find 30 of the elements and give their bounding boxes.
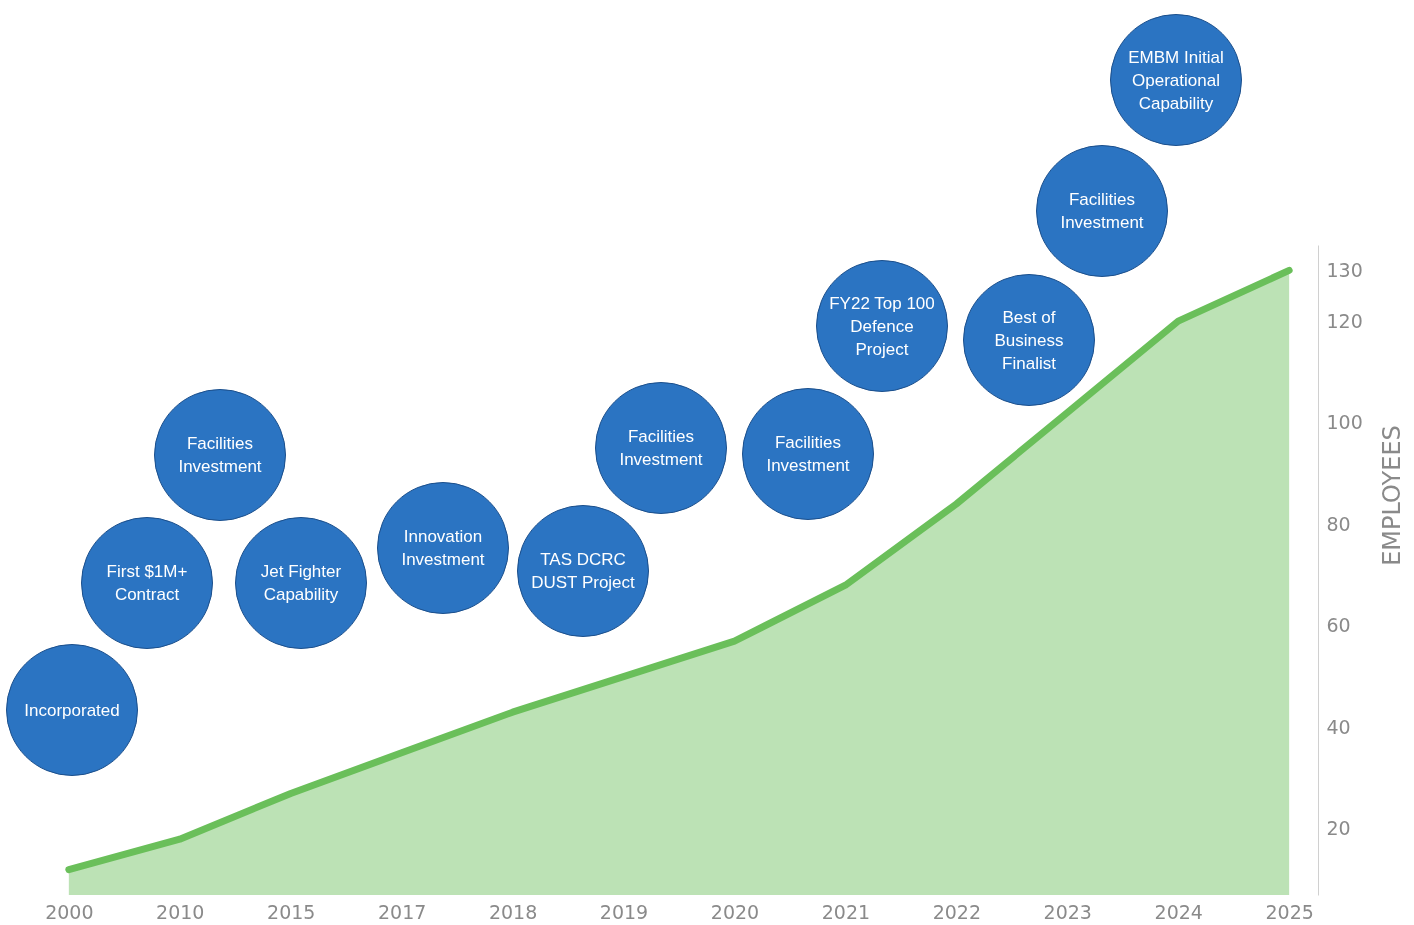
x-tick-label: 2024 [1154, 900, 1203, 923]
y-tick-label: 20 [1326, 817, 1351, 840]
x-tick-label: 2018 [488, 900, 538, 923]
x-tick-label: 2021 [821, 900, 871, 923]
annotation: Facilities Investment [618, 426, 704, 471]
x-tick-label: 2015 [267, 900, 316, 923]
annotation: Best of Business Finalist [993, 306, 1065, 375]
annotation: Jet Fighter Capability [259, 561, 343, 606]
annotation: Facilities Investment [765, 432, 851, 477]
annotation: Incorporated [23, 699, 121, 722]
x-tick-label: 2025 [1265, 900, 1314, 923]
x-tick-label: 2020 [710, 900, 760, 923]
y-tick-label: 120 [1326, 309, 1363, 332]
annotation: First $1M+ Contract [105, 561, 189, 606]
x-tick-label: 2000 [45, 900, 94, 923]
annotation: Innovation Investment [400, 526, 486, 571]
y-tick-label: 60 [1326, 614, 1351, 637]
x-tick-label: 2022 [932, 900, 982, 923]
x-tick-label: 2010 [156, 900, 205, 923]
y-tick-label: 100 [1326, 411, 1363, 434]
y-axis-title: EMPLOYEES [1377, 425, 1406, 566]
y-tick-label: 40 [1326, 715, 1351, 738]
y-tick-label: 130 [1326, 258, 1363, 281]
x-tick-label: 2017 [377, 900, 427, 923]
x-tick-label: 2019 [599, 900, 649, 923]
annotation: FY22 Top 100 Defence Project [828, 292, 936, 361]
annotation: TAS DCRC DUST Project [530, 549, 636, 594]
y-tick-label: 80 [1326, 512, 1351, 535]
x-tick-label: 2023 [1043, 900, 1092, 923]
annotation: Facilities Investment [177, 433, 263, 478]
